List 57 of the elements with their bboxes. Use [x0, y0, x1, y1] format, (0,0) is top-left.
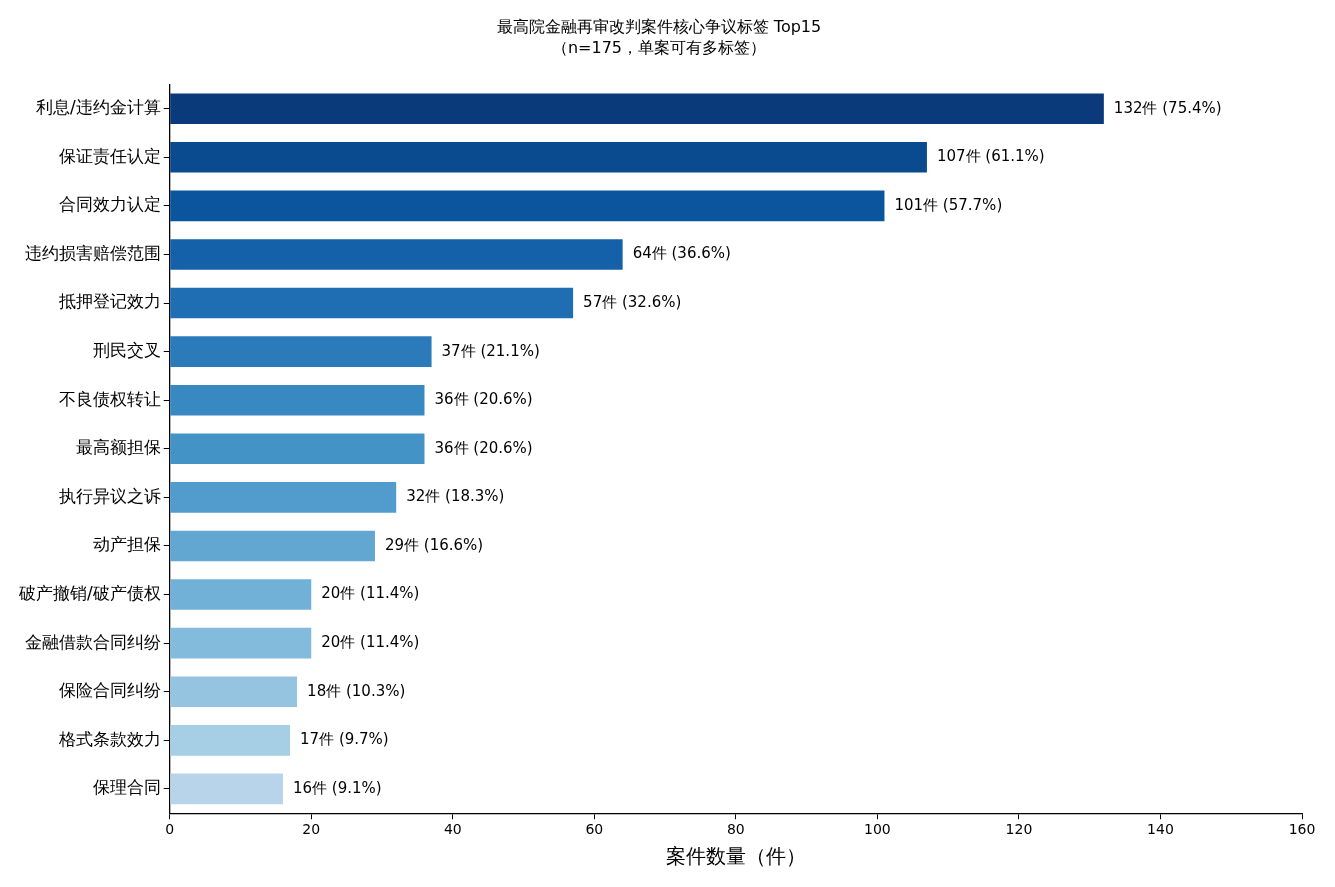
x-tick-label: 140	[1147, 821, 1174, 838]
data-label: 132件 (75.4%)	[1113, 98, 1222, 117]
data-label: 36件 (20.6%)	[434, 438, 533, 457]
y-tick-label: 不良债权转让	[58, 388, 161, 409]
bar	[170, 627, 312, 659]
bar	[170, 773, 283, 805]
y-tick-label: 最高额担保	[75, 437, 161, 458]
bar	[170, 433, 425, 465]
y-tick-label: 执行异议之诉	[58, 485, 161, 506]
x-axis-title: 案件数量（件）	[665, 844, 806, 869]
bar	[170, 676, 298, 708]
bar	[170, 287, 574, 319]
bar	[170, 336, 432, 367]
y-tick-label: 动产担保	[92, 534, 161, 555]
x-tick-label: 120	[1005, 821, 1033, 838]
chart-subtitle: （n=175，单案可有多标签）	[551, 37, 767, 57]
x-tick-label: 0	[165, 821, 175, 838]
data-label: 20件 (11.4%)	[321, 584, 420, 603]
data-label: 16件 (9.1%)	[292, 778, 382, 797]
y-tick-label: 保险合同纠纷	[58, 680, 161, 701]
x-tick-label: 60	[585, 821, 604, 838]
y-tick-label: 破产撤销/破产债权	[17, 582, 161, 603]
x-tick-label: 100	[864, 821, 891, 838]
data-label: 57件 (32.6%)	[583, 292, 682, 311]
data-label: 37件 (21.1%)	[441, 341, 540, 360]
data-label: 32件 (18.3%)	[406, 487, 505, 506]
data-label: 20件 (11.4%)	[321, 633, 420, 652]
data-label: 36件 (20.6%)	[434, 390, 533, 409]
bar	[170, 482, 397, 513]
x-tick-label: 160	[1288, 821, 1316, 838]
bar	[170, 141, 927, 173]
bar	[170, 725, 291, 756]
bar	[170, 239, 623, 270]
y-tick-label: 违约损害赔偿范围	[24, 242, 161, 263]
bar	[170, 579, 312, 610]
y-tick-label: 利息/违约金计算	[35, 97, 161, 118]
data-label: 18件 (10.3%)	[307, 681, 406, 700]
x-tick-label: 20	[302, 821, 321, 838]
y-tick-label: 抵押登记效力	[57, 291, 161, 312]
data-label: 29件 (16.6%)	[384, 535, 484, 554]
bar	[170, 190, 885, 222]
bar	[170, 530, 375, 562]
y-tick-label: 金融借款合同纠纷	[24, 631, 161, 652]
data-label: 64件 (36.6%)	[632, 244, 731, 263]
bar	[170, 93, 1104, 124]
y-tick-label: 合同效力认定	[58, 194, 161, 215]
data-label: 17件 (9.7%)	[300, 730, 389, 749]
y-tick-label: 刑民交叉	[92, 340, 161, 361]
y-tick-label: 保证责任认定	[58, 145, 161, 166]
x-tick-label: 80	[726, 821, 745, 838]
data-label: 101件 (57.7%)	[894, 195, 1003, 214]
data-label: 107件 (61.1%)	[936, 147, 1045, 166]
y-tick-label: 格式条款效力	[57, 728, 161, 749]
y-tick-label: 保理合同	[92, 777, 161, 798]
x-tick-label: 40	[443, 821, 462, 838]
bar	[170, 384, 425, 416]
chart-title: 最高院金融再审改判案件核心争议标签 Top15	[496, 16, 822, 36]
